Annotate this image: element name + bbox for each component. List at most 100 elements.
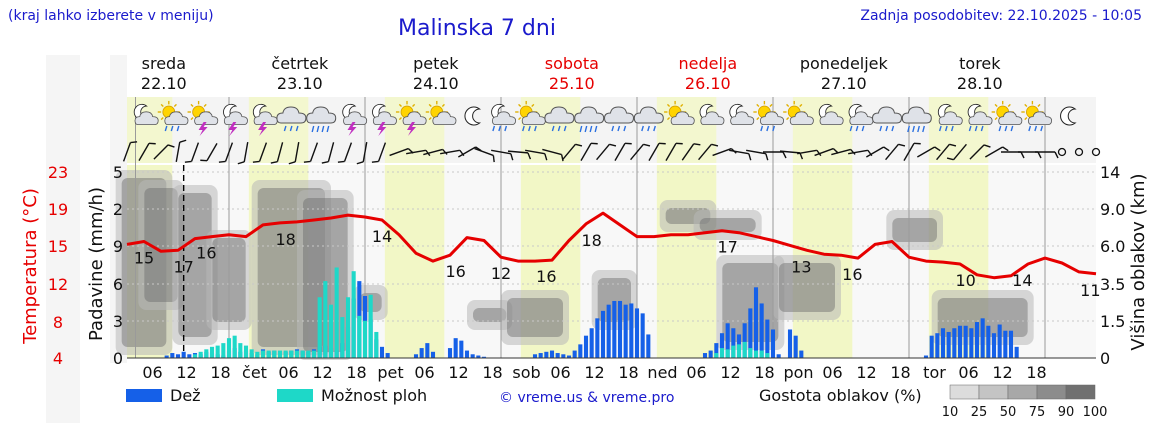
rain-bar — [702, 353, 708, 358]
x-tick-label: sob — [512, 363, 540, 382]
cloud-density-swatch — [1065, 384, 1096, 400]
rain-bar — [600, 310, 606, 358]
showers-bar — [317, 297, 322, 358]
rain-bar — [708, 350, 713, 358]
cloud-density-swatch — [1036, 384, 1067, 400]
rain-bar — [572, 350, 577, 358]
showers-bar — [204, 349, 209, 358]
daylight-band — [656, 165, 717, 358]
cloud-density-core — [144, 188, 178, 302]
rain-bar — [476, 355, 481, 358]
rain-bar — [419, 348, 424, 358]
chart-title: Malinska 7 dni — [398, 16, 556, 41]
wind-barb-icon — [237, 142, 249, 165]
x-tick-label: 06 — [278, 363, 298, 382]
wind-barb-icon — [542, 148, 564, 162]
showers-legend-swatch — [277, 389, 313, 402]
showers-bar — [255, 351, 260, 358]
rain-bar — [1014, 346, 1019, 358]
rain-bar — [923, 355, 929, 358]
cloud-density-legend-label: Gostota oblakov (%) — [759, 386, 922, 405]
wind-barb-icon — [507, 150, 532, 160]
cloud-density-scale-label: 25 — [971, 405, 988, 420]
showers-bar — [283, 350, 288, 358]
showers-bar — [260, 350, 266, 358]
cloud-height-tick: 1.5 — [1100, 312, 1125, 331]
rain-bar — [765, 319, 770, 358]
day-date: 27.10 — [821, 74, 867, 93]
showers-bar — [272, 350, 277, 358]
wind-barb-icon — [321, 142, 335, 164]
x-tick-label: ned — [647, 363, 677, 382]
day-name: sreda — [142, 54, 186, 73]
cloud-height-tick: 9.0 — [1100, 200, 1125, 219]
x-tick-label: 18 — [346, 363, 366, 382]
credit-link[interactable]: © vreme.us & vreme.pro — [499, 390, 674, 406]
rain-bar — [170, 353, 175, 358]
temperature-label: 15 — [134, 249, 154, 268]
cloud-density-core — [507, 298, 563, 337]
showers-bar — [345, 297, 351, 358]
rain-bar — [1003, 330, 1008, 358]
temperature-label: 17 — [717, 238, 737, 257]
rain-bar — [753, 287, 759, 358]
day-name: petek — [413, 54, 459, 73]
showers-bar — [311, 350, 317, 358]
temperature-axis-panel — [46, 55, 80, 423]
rain-bar — [453, 338, 458, 358]
temperature-label: 11 — [1080, 281, 1100, 300]
wind-barb-icon — [1035, 151, 1059, 159]
wind-barb-icon — [525, 149, 548, 161]
showers-bar — [209, 346, 215, 358]
x-tick-label: 12 — [448, 363, 468, 382]
wind-barb-icon — [423, 148, 448, 156]
rain-bar — [549, 350, 555, 358]
showers-bar — [731, 345, 736, 358]
cloud-density-core — [892, 218, 937, 242]
cloud-density-core — [597, 278, 631, 322]
rain-bar — [946, 331, 951, 358]
daylight-band-icons — [928, 97, 989, 163]
showers-bar — [277, 350, 283, 358]
rain-bar — [164, 355, 169, 358]
precip-tick: 3 — [113, 312, 123, 331]
calm-wind-icon — [1057, 147, 1067, 157]
rain-bar — [714, 343, 719, 358]
x-tick-label: 06 — [142, 363, 162, 382]
wind-barb-icon — [596, 143, 617, 161]
showers-bar — [249, 349, 254, 358]
x-tick-label: 06 — [822, 363, 842, 382]
showers-bar — [238, 343, 243, 358]
x-tick-label: 06 — [958, 363, 978, 382]
temperature-tick: 19 — [48, 200, 68, 219]
day-name: četrtek — [271, 54, 329, 73]
rain-bar — [1008, 330, 1014, 358]
wind-barb-icon — [337, 142, 353, 163]
rain-bar — [952, 328, 957, 358]
x-tick-label: 18 — [754, 363, 774, 382]
cloud-density-patch — [886, 210, 943, 250]
showers-bar — [748, 348, 753, 358]
showers-bar — [714, 353, 719, 358]
showers-bar — [306, 350, 311, 358]
temperature-label: 17 — [173, 257, 193, 276]
temperature-label: 16 — [842, 265, 862, 284]
rain-bar — [470, 354, 475, 358]
wind-barb-icon — [885, 143, 906, 161]
rain-bar — [634, 308, 640, 358]
rain-bar — [776, 354, 781, 358]
wind-barb-icon — [665, 142, 683, 162]
rain-bar — [640, 313, 645, 358]
precip-axis-label: Padavine (mm/h) — [86, 187, 107, 341]
x-tick-label: 18 — [482, 363, 502, 382]
precip-tick: 2 — [113, 200, 123, 219]
x-tick-label: 18 — [210, 363, 230, 382]
showers-bar — [753, 350, 759, 358]
temperature-label: 18 — [581, 231, 601, 250]
location-hint: (kraj lahko izberete v meniju) — [8, 8, 214, 24]
showers-bar — [328, 304, 334, 358]
rain-bar — [595, 318, 600, 358]
temperature-label: 10 — [955, 271, 975, 290]
rain-bar — [957, 325, 963, 358]
rain-legend-swatch — [126, 389, 162, 402]
